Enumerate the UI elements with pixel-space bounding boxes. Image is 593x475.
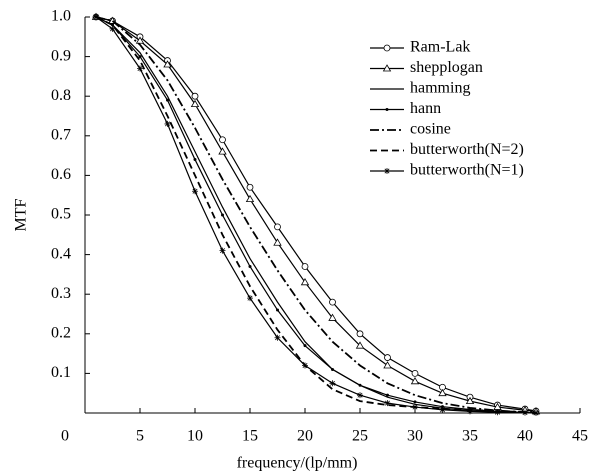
series-line — [95, 16, 537, 413]
marker — [193, 158, 197, 162]
marker — [273, 238, 282, 246]
marker — [245, 194, 255, 203]
marker — [384, 354, 391, 361]
marker — [465, 396, 475, 405]
y-axis-label: MTF — [13, 198, 30, 231]
series-line — [95, 16, 537, 412]
marker — [494, 409, 501, 416]
marker — [109, 25, 116, 32]
marker — [383, 44, 391, 52]
marker — [246, 183, 254, 191]
x-axis-label: frequency/(lp/mm) — [237, 455, 358, 472]
marker — [385, 108, 389, 111]
series-line — [95, 16, 537, 414]
legend-label: butterworth(N=2) — [410, 141, 524, 158]
marker — [356, 330, 364, 338]
marker — [383, 361, 392, 369]
x-tick-label: 30 — [407, 428, 423, 445]
x-tick-label: 15 — [242, 428, 258, 445]
marker — [191, 92, 199, 100]
marker — [355, 341, 365, 349]
x-tick-label: 25 — [352, 428, 368, 445]
marker — [221, 213, 224, 217]
marker — [164, 120, 171, 127]
legend-label: cosine — [410, 121, 451, 138]
marker — [386, 393, 389, 397]
marker — [522, 409, 528, 416]
y-tick-label: 0.6 — [51, 166, 71, 183]
marker — [135, 36, 145, 44]
marker — [301, 263, 309, 270]
y-tick-label: 0.2 — [51, 324, 71, 341]
y-tick-label: 0.4 — [51, 245, 71, 262]
marker — [218, 147, 227, 155]
x-tick-label: 10 — [187, 428, 203, 445]
x-tick-label: 20 — [297, 428, 313, 445]
x-tick-label: 35 — [462, 428, 478, 445]
marker — [412, 404, 418, 411]
marker — [384, 168, 390, 174]
marker — [138, 55, 142, 59]
x-tick-label: 45 — [572, 428, 588, 445]
y-tick-label: 0.1 — [51, 364, 71, 381]
x-tick-label: 0 — [61, 428, 69, 445]
marker — [166, 98, 169, 102]
marker — [219, 247, 226, 254]
legend-label: Ram-Lak — [410, 39, 470, 56]
legend-label: hann — [410, 100, 441, 117]
legend: Ram-Lak shepplogan hamming hann cosine butter… — [370, 39, 524, 179]
y-tick-label: 1.0 — [51, 8, 71, 25]
marker — [357, 392, 363, 399]
marker — [533, 410, 539, 416]
marker — [411, 369, 419, 377]
series-line — [95, 16, 537, 414]
marker — [247, 295, 253, 302]
marker — [219, 136, 226, 144]
marker — [413, 400, 417, 404]
marker — [441, 405, 444, 409]
y-tick-label: 0.8 — [51, 87, 71, 104]
y-tick-label: 0.5 — [51, 206, 71, 223]
marker — [300, 278, 310, 286]
y-tick-label: 0.3 — [51, 285, 71, 302]
marker — [192, 188, 198, 195]
series-line — [95, 16, 537, 414]
marker — [276, 308, 279, 312]
series-line — [95, 16, 537, 414]
x-tick-label: 40 — [517, 428, 533, 445]
marker — [302, 362, 308, 369]
marker — [248, 264, 252, 268]
marker — [382, 64, 392, 72]
marker — [410, 377, 420, 385]
legend-label: butterworth(N=1) — [410, 162, 524, 179]
marker — [190, 99, 200, 108]
marker — [274, 334, 281, 341]
marker — [329, 298, 336, 306]
marker — [274, 223, 281, 231]
marker — [163, 60, 172, 68]
legend-label: shepplogan — [410, 59, 483, 76]
marker — [358, 383, 362, 387]
marker — [439, 406, 446, 413]
marker — [328, 313, 337, 321]
marker — [137, 65, 143, 72]
marker — [331, 367, 334, 371]
x-tick-label: 5 — [136, 428, 144, 445]
y-tick-label: 0.9 — [51, 47, 71, 64]
y-tick-label: 0.7 — [51, 126, 71, 143]
marker — [467, 408, 473, 415]
marker — [384, 400, 391, 407]
marker — [303, 344, 307, 348]
marker — [438, 388, 447, 397]
series-line — [95, 16, 537, 414]
legend-label: hamming — [410, 80, 470, 97]
marker — [93, 14, 99, 20]
marker — [329, 380, 336, 387]
